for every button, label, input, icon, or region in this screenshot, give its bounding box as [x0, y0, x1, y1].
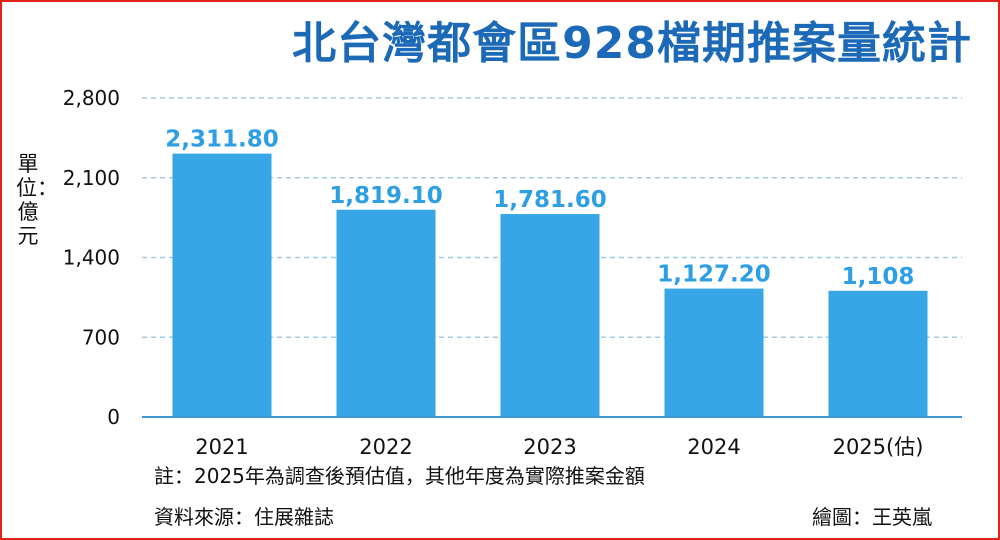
y-tick-label: 0: [107, 405, 120, 429]
y-tick-label: 2,100: [63, 166, 120, 190]
data-label: 1,108: [842, 264, 915, 290]
unit-label: 單位：億元: [16, 152, 58, 248]
bar: [500, 214, 600, 417]
x-tick-label: 2021: [195, 435, 248, 459]
x-tick-label: 2025(估): [833, 435, 924, 459]
y-tick-label: 2,800: [63, 86, 120, 110]
bar: [336, 209, 436, 417]
chart-title: 北台灣都會區928檔期推案量統計: [292, 18, 972, 69]
graphic-credit: 繪圖：王英嵐: [812, 505, 932, 529]
data-label: 1,781.60: [493, 187, 607, 213]
y-tick-label: 700: [82, 325, 120, 349]
source-note: 資料來源：住展雜誌: [154, 505, 334, 529]
bar: [664, 288, 764, 417]
x-tick-label: 2023: [523, 435, 576, 459]
data-label: 2,311.80: [165, 127, 279, 153]
x-tick-label: 2022: [359, 435, 412, 459]
data-label: 1,819.10: [329, 183, 443, 209]
footnote: 註：2025年為調查後預估值，其他年度為實際推案金額: [154, 464, 645, 488]
bar: [172, 153, 272, 417]
data-label: 1,127.20: [657, 262, 771, 288]
y-tick-label: 1,400: [63, 246, 120, 270]
bar: [828, 290, 928, 417]
x-tick-label: 2024: [687, 435, 740, 459]
